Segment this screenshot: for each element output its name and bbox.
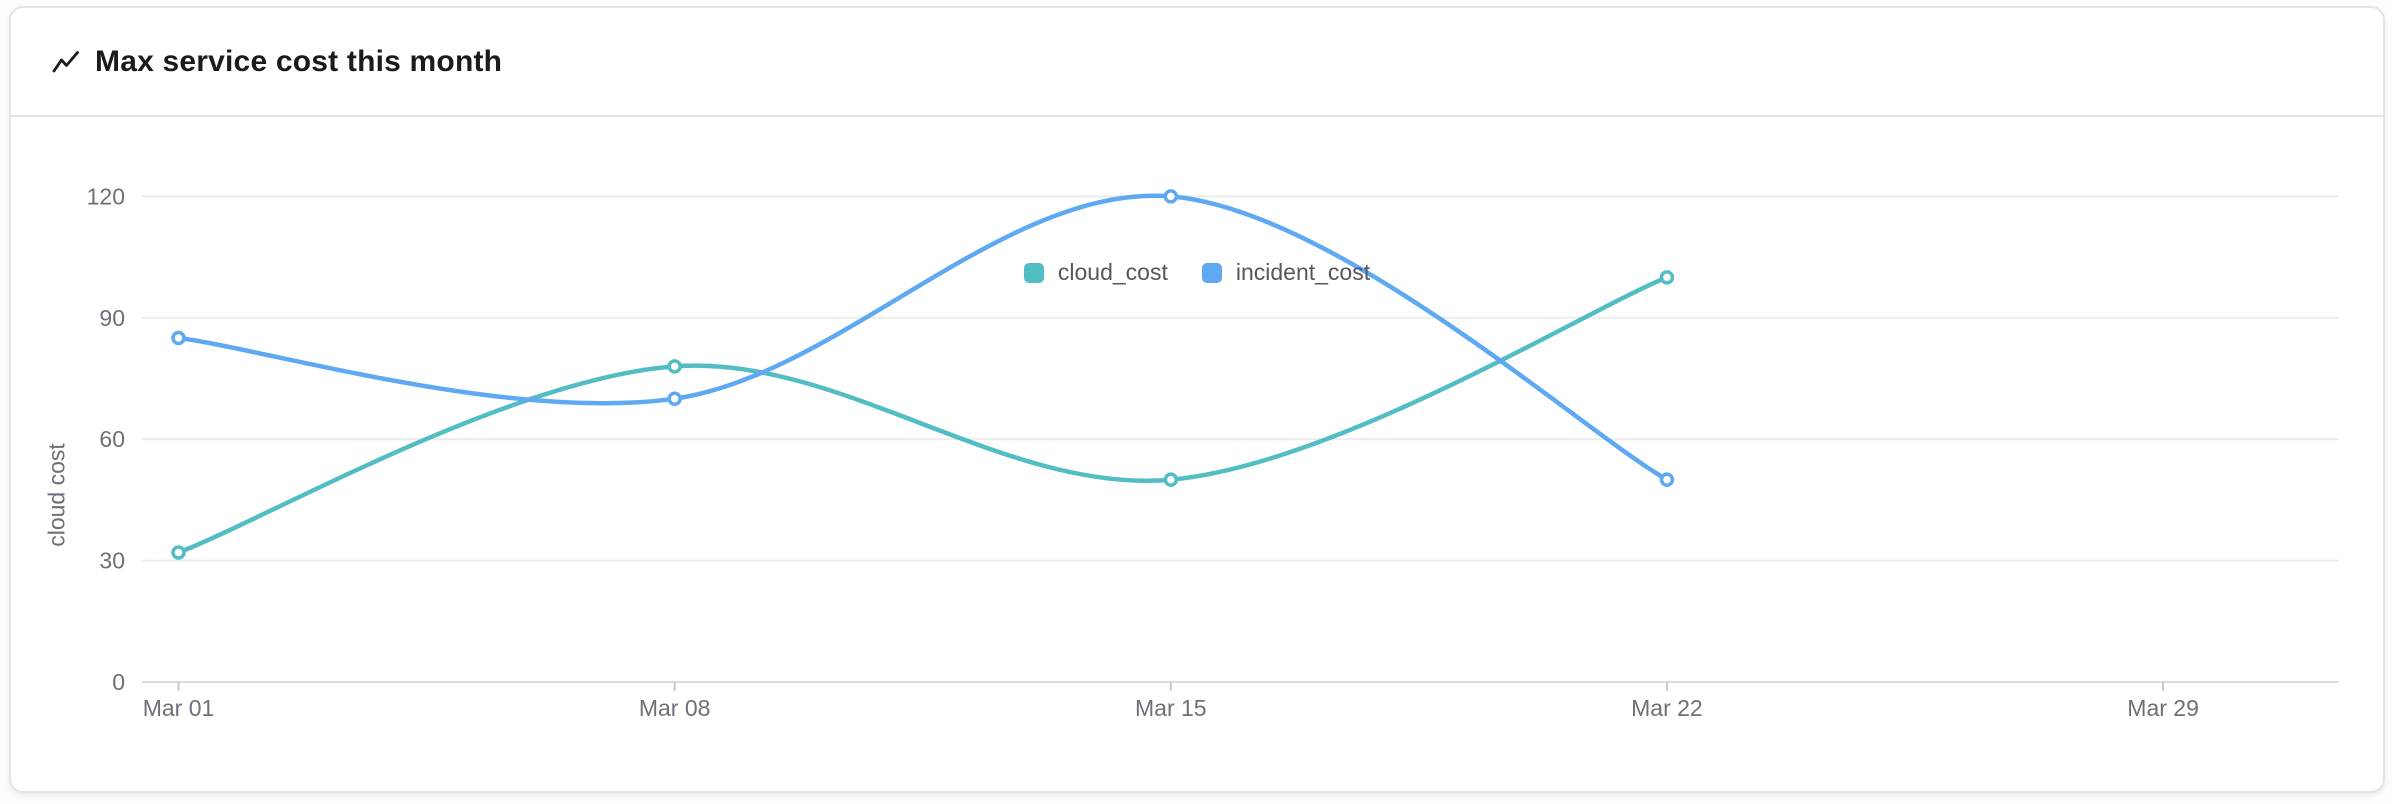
data-point-incident_cost[interactable] [667, 391, 682, 406]
x-tick-label: Mar 29 [2127, 695, 2199, 721]
chart-card: Max service cost this month 0 30 60 90 120 Ma… [9, 6, 2385, 793]
series-line-incident_cost[interactable] [176, 193, 1670, 482]
data-point-incident_cost[interactable] [171, 330, 186, 346]
legend-swatch-cloud_cost [1023, 262, 1044, 283]
series-line-cloud_cost[interactable] [176, 275, 1670, 555]
data-point-cloud_cost[interactable] [171, 545, 186, 560]
data-point-incident_cost[interactable] [1163, 189, 1179, 204]
chart-area: 0 30 60 90 120 Mar 01 Mar 08 Mar 15 Mar 22 Mar 29… [11, 117, 2383, 793]
legend-item-incident_cost[interactable]: incident_cost [1201, 259, 1371, 286]
chart-card-header: Max service cost this month [11, 8, 2383, 117]
y-axis-name: cloud cost [43, 443, 70, 547]
data-point-cloud_cost[interactable] [1659, 270, 1675, 285]
y-tick-label: 120 [87, 183, 125, 209]
legend-item-cloud_cost[interactable]: cloud_cost [1023, 259, 1168, 286]
y-tick-label: 60 [99, 426, 125, 452]
chart-title: Max service cost this month [95, 44, 503, 78]
x-tick-label: Mar 01 [143, 695, 215, 721]
legend-label: incident_cost [1235, 259, 1371, 285]
y-tick-label: 30 [99, 548, 125, 574]
data-point-incident_cost[interactable] [1659, 472, 1675, 487]
x-tick-label: Mar 08 [639, 695, 711, 721]
x-tick-label: Mar 22 [1631, 695, 1703, 721]
x-tick-label: Mar 15 [1135, 695, 1207, 721]
y-tick-label: 0 [112, 669, 125, 695]
legend-swatch-incident_cost [1201, 262, 1222, 283]
data-point-cloud_cost[interactable] [667, 359, 682, 374]
line-chart: 0 30 60 90 120 Mar 01 Mar 08 Mar 15 Mar 22 Mar 29 [87, 183, 2339, 721]
y-tick-label: 90 [99, 305, 125, 331]
data-point-cloud_cost[interactable] [1163, 472, 1179, 487]
legend-label: cloud_cost [1057, 259, 1168, 285]
chart-legend: cloud_cost incident_cost [11, 259, 2383, 286]
trend-line-icon [51, 47, 81, 77]
